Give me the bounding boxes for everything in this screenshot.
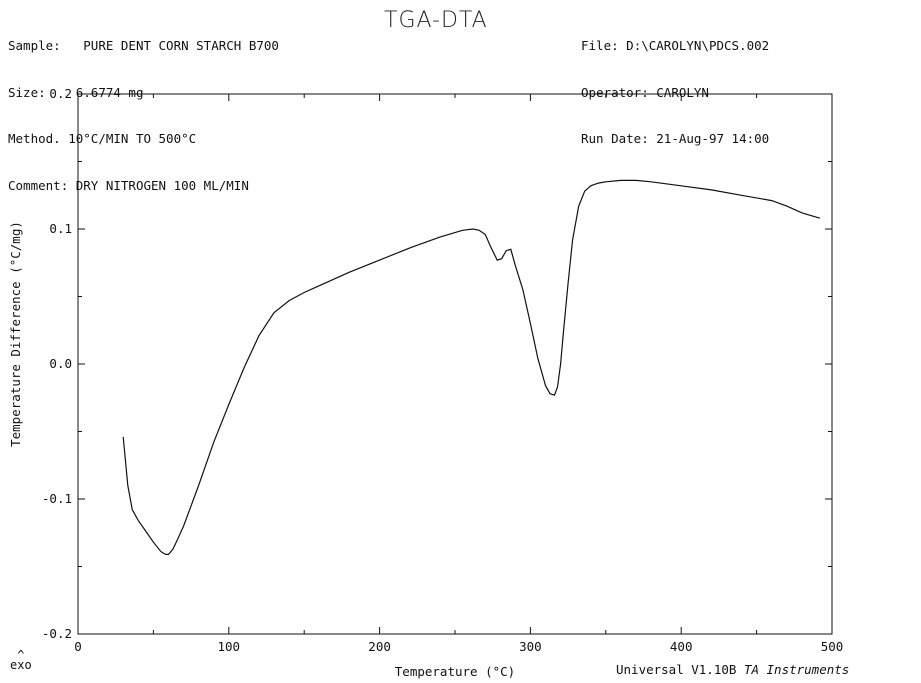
x-tick-label: 200 (368, 639, 391, 654)
x-axis-label: Temperature (°C) (395, 664, 515, 679)
tick-marks (77, 93, 833, 635)
software-footer: Universal V1.10B TA Instruments (616, 662, 849, 677)
vendor-name: TA Instruments (743, 662, 850, 677)
meta-value: 10°C/MIN TO 500°C (68, 131, 197, 146)
meta-value: DRY NITROGEN 100 ML/MIN (75, 177, 249, 193)
meta-value: CAROLYN (656, 84, 709, 100)
exo-indicator: ^ exo (10, 648, 32, 672)
meta-value: PURE DENT CORN STARCH B700 (83, 38, 279, 53)
meta-key: Size (8, 84, 39, 100)
y-tick-label: 0.0 (49, 356, 72, 371)
series-line (122, 179, 821, 555)
y-tick-label: 0.2 (49, 86, 72, 101)
x-tick-label: 500 (821, 639, 844, 654)
x-tick-label: 100 (218, 639, 241, 654)
meta-key: Comment (8, 177, 61, 193)
meta-key: Method (8, 131, 54, 146)
y-tick-label: -0.2 (42, 626, 72, 641)
exo-label: exo (10, 658, 32, 672)
meta-operator: Operator: CAROLYN (581, 84, 709, 100)
meta-key: File (581, 38, 612, 53)
meta-file: File: D:\CAROLYN\PDCS.002 (581, 38, 770, 53)
meta-value: D:\CAROLYN\PDCS.002 (626, 38, 770, 53)
tick-labels: 0 100 200 300 400 500 -0.2 -0.1 0.0 0.1 0.2 (42, 86, 843, 654)
y-tick-label: -0.1 (42, 491, 72, 506)
plot-frame (77, 93, 833, 635)
meta-key: Operator (581, 84, 642, 100)
chart-title: TGA-DTA (384, 8, 488, 33)
meta-run-date: Run Date: 21-Aug-97 14:00 (581, 131, 770, 146)
x-tick-label: 0 (74, 639, 82, 654)
header-meta-left: Sample: PURE DENT CORN STARCH B700 Size:… (8, 7, 279, 209)
meta-size: Size: 6.6774 mg (8, 84, 144, 100)
software-version: Universal V1.10B (616, 662, 737, 677)
meta-value: 6.6774 mg (75, 84, 144, 100)
meta-key: Run Date (581, 131, 642, 146)
meta-method: Method. 10°C/MIN TO 500°C (8, 131, 197, 146)
x-tick-label: 300 (519, 639, 542, 654)
y-tick-label: 0.1 (49, 221, 72, 236)
y-axis-label: Temperature Difference (°C/mg) (8, 221, 23, 447)
meta-value: 21-Aug-97 14:00 (656, 131, 770, 146)
meta-key: Sample (8, 38, 54, 53)
meta-comment: Comment: DRY NITROGEN 100 ML/MIN (8, 177, 249, 193)
header-meta-right: File: D:\CAROLYN\PDCS.002 Operator: CARO… (581, 7, 769, 162)
meta-sample: Sample: PURE DENT CORN STARCH B700 (8, 38, 279, 53)
x-tick-label: 400 (670, 639, 693, 654)
exo-caret-icon: ^ (17, 648, 25, 662)
